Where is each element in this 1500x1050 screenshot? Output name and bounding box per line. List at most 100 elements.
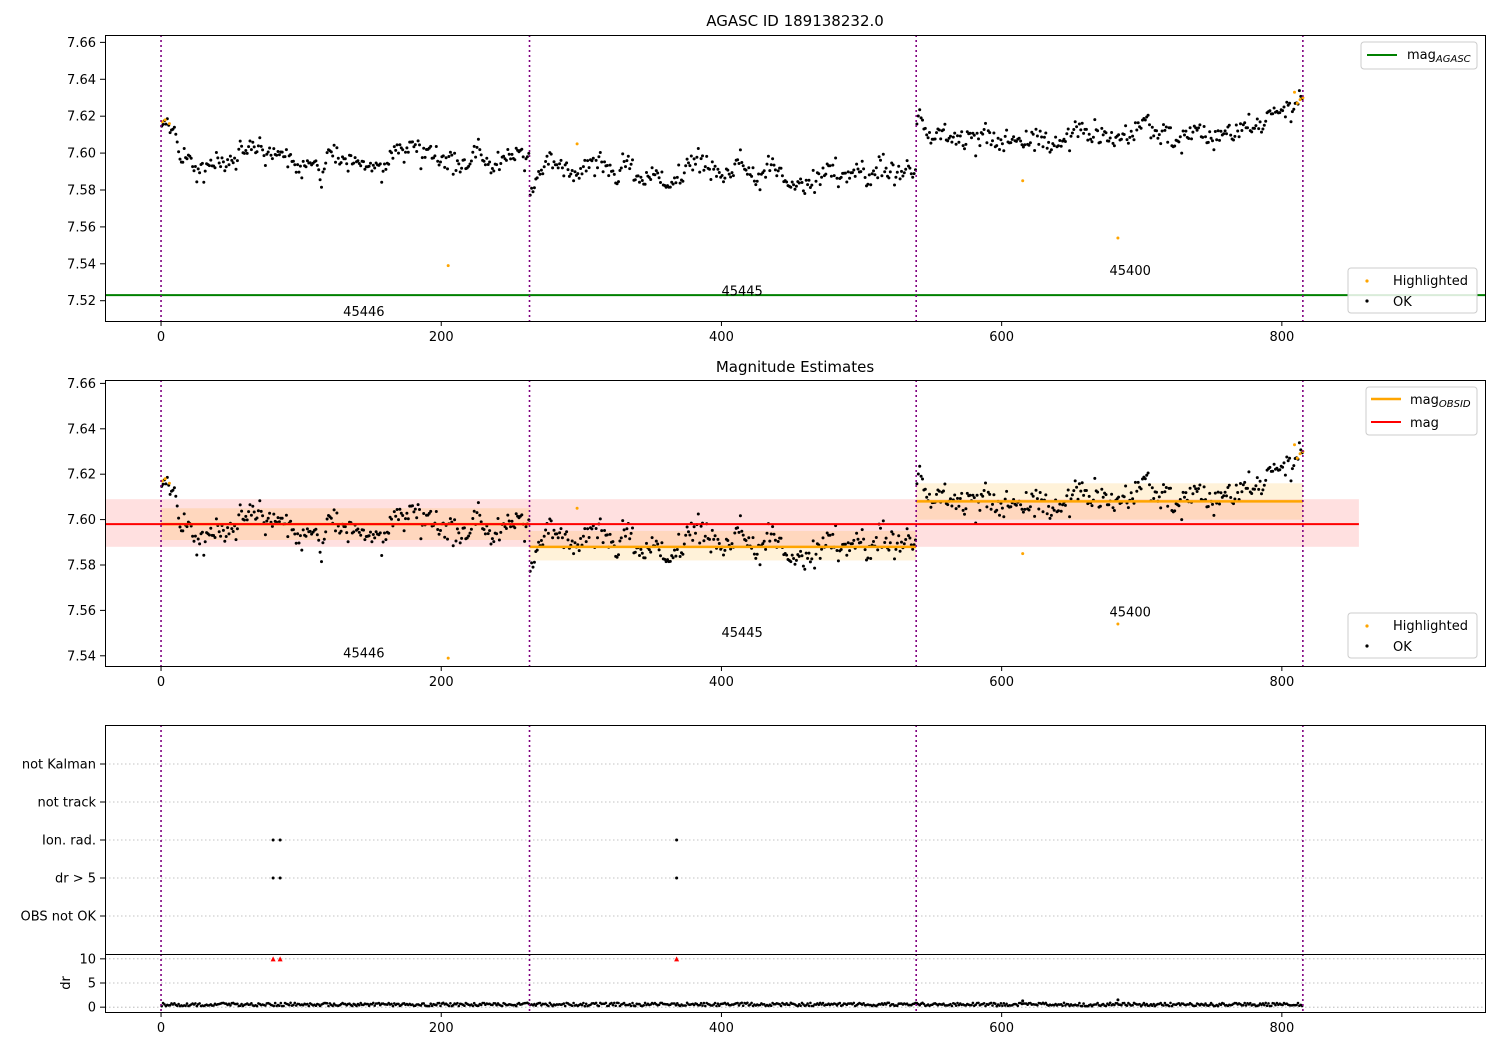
ok-point [1178, 135, 1182, 139]
dr-point [1078, 1001, 1081, 1005]
ok-point [984, 481, 987, 485]
ok-point [617, 553, 620, 557]
legend-agasc[interactable]: magAGASC [1360, 41, 1478, 70]
ok-point [373, 536, 377, 540]
ok-point [486, 163, 490, 166]
ok-point [433, 154, 437, 158]
ok-point [321, 170, 325, 174]
ok-point [530, 561, 534, 565]
obsid-label: 45446 [343, 647, 384, 662]
ok-point [730, 171, 734, 175]
ok-point [862, 537, 866, 541]
ok-point [608, 532, 612, 536]
dr-point [1267, 1002, 1270, 1005]
dr-point [809, 1001, 812, 1005]
ok-point [898, 177, 902, 181]
ok-point [764, 175, 768, 179]
ok-point [482, 528, 486, 531]
ok-point [1056, 509, 1060, 513]
ok-point [855, 531, 859, 535]
ok-point [394, 148, 398, 152]
ok-point [581, 534, 585, 538]
ok-point [335, 146, 339, 150]
ok-point [1128, 135, 1132, 139]
ok-point [1082, 131, 1086, 135]
ok-point [698, 170, 702, 174]
ok-point [488, 529, 492, 533]
ok-point [546, 162, 550, 166]
ok-point [1180, 151, 1184, 155]
ok-point [594, 158, 598, 162]
ok-point [1132, 138, 1136, 142]
dr-point [390, 1002, 393, 1006]
ok-point [1180, 518, 1184, 522]
ok-point [191, 165, 195, 169]
highlighted-point [163, 118, 167, 122]
legend-mag[interactable]: magOBSID mag [1365, 386, 1478, 436]
ok-point [1028, 141, 1032, 145]
ok-point [856, 537, 860, 541]
ok-point [444, 156, 448, 160]
dr-point [956, 1001, 959, 1005]
ok-point [643, 556, 647, 560]
ok-point [220, 156, 224, 160]
ok-point [624, 165, 627, 169]
y-tick-label: 7.66 [67, 377, 96, 392]
dr-point [1202, 1004, 1206, 1007]
ok-point [227, 163, 231, 167]
ok-point [537, 540, 541, 544]
ok-point [659, 181, 662, 184]
ok-point [942, 489, 945, 493]
dr-point [817, 1003, 821, 1007]
ok-point [726, 168, 730, 172]
ok-point [839, 175, 843, 179]
ok-point [998, 148, 1001, 151]
obsid-label: 45446 [343, 305, 384, 320]
ok-point [352, 530, 356, 534]
ok-point [485, 156, 489, 160]
ok-point [441, 154, 445, 158]
dr-point [1138, 1002, 1141, 1006]
ok-point [818, 556, 822, 560]
legend-points[interactable]: Highlighted OK [1347, 267, 1478, 314]
ok-point [1066, 127, 1070, 131]
ok-point [625, 159, 629, 163]
ok-point [663, 557, 667, 561]
ok-point [636, 174, 640, 178]
ok-point [474, 155, 478, 159]
ok-point [488, 160, 492, 164]
ok-point [245, 151, 249, 155]
ok-point [1068, 515, 1072, 519]
ok-point [755, 552, 759, 556]
legend-points[interactable]: Highlighted OK [1347, 612, 1478, 659]
ok-point [1075, 485, 1079, 489]
ok-point [304, 534, 308, 538]
ok-point [911, 547, 915, 551]
ok-point [713, 164, 717, 168]
ok-point [682, 542, 686, 546]
dr-point [610, 1001, 613, 1005]
flag-category-label: Ion. rad. [42, 834, 96, 849]
obsid-label: 45445 [721, 284, 762, 299]
ok-point [558, 531, 562, 535]
dr-point [741, 1004, 745, 1007]
ok-point [968, 493, 972, 497]
ok-point [387, 162, 391, 166]
ok-point [174, 494, 178, 498]
ok-point [258, 499, 262, 503]
ok-point [709, 178, 713, 181]
ok-point [1261, 127, 1265, 131]
ok-point [957, 140, 961, 144]
ok-point [696, 147, 700, 150]
agasc-panel-ticks: 0 200 400 600 800 7.52 7.54 7.56 7.58 7.60 7.62 7.6… [67, 36, 1294, 345]
ok-point [1290, 467, 1294, 471]
ok-point [429, 144, 433, 148]
ok-point [863, 176, 867, 179]
ok-point [801, 564, 805, 568]
ok-point [591, 156, 595, 160]
ok-point [1159, 506, 1163, 510]
dr-point [991, 1004, 994, 1007]
ok-point [579, 167, 583, 170]
y-tick-label: 7.58 [67, 183, 96, 198]
ok-point [1240, 490, 1244, 494]
